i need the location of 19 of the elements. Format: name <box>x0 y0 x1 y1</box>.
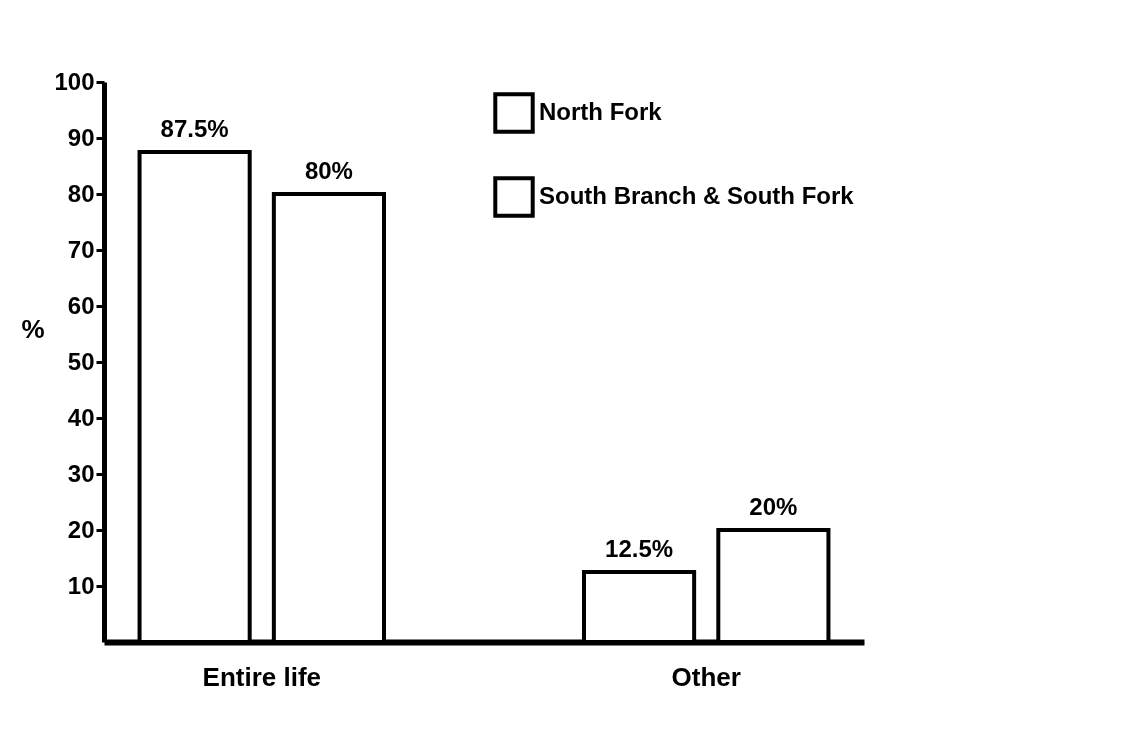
legend-label: South Branch & South Fork <box>539 182 855 209</box>
y-tick-label: 80 <box>67 179 95 207</box>
data-label: 80% <box>304 157 353 184</box>
y-tick-label: 60 <box>67 291 95 319</box>
y-tick-label: 10 <box>67 571 95 599</box>
y-tick-label: 100 <box>54 67 95 95</box>
y-tick-label: 70 <box>67 235 95 263</box>
y-tick-label: 50 <box>67 347 95 375</box>
y-tick-label: 90 <box>67 123 95 151</box>
legend-label: North Fork <box>539 98 663 125</box>
data-label: 12.5% <box>605 535 674 562</box>
data-label: 87.5% <box>160 115 229 142</box>
y-tick-label: 20 <box>67 515 95 543</box>
x-tick-label: Other <box>671 661 741 692</box>
y-tick-label: 30 <box>67 459 95 487</box>
y-tick-label: 40 <box>67 403 95 431</box>
y-axis-title: % <box>21 313 45 344</box>
x-tick-label: Entire life <box>202 661 322 692</box>
data-label: 20% <box>749 493 798 520</box>
